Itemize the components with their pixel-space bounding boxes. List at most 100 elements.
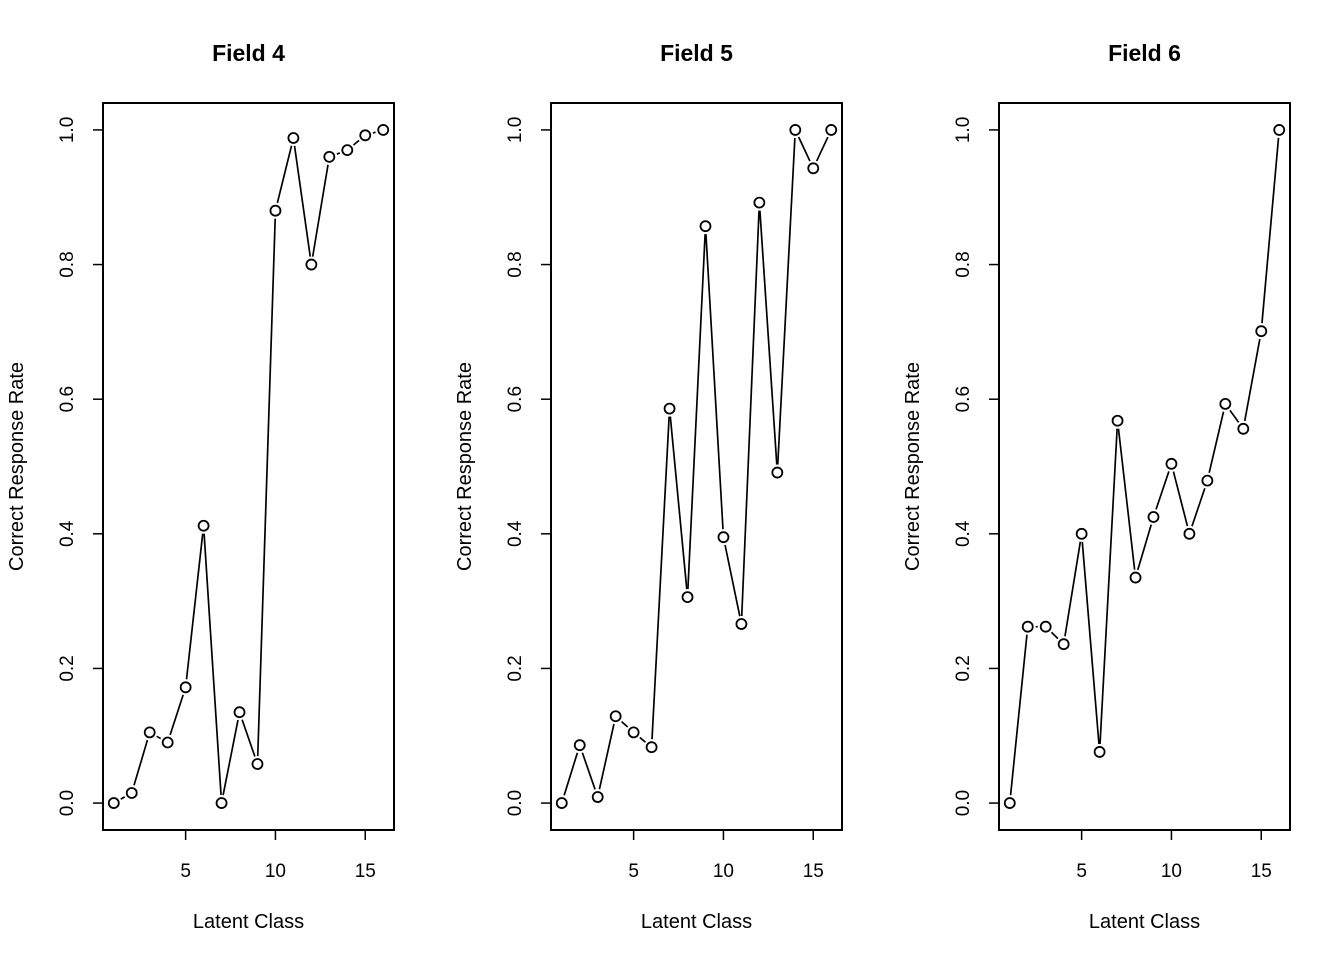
plot-frame bbox=[102, 102, 395, 831]
series-line-segment bbox=[276, 145, 293, 204]
plot-frame bbox=[998, 102, 1291, 831]
data-point bbox=[699, 220, 712, 233]
series-line-segment bbox=[256, 218, 277, 757]
data-point bbox=[807, 162, 820, 175]
series-line-segment bbox=[336, 152, 341, 155]
data-point bbox=[573, 739, 586, 752]
data-point bbox=[161, 736, 174, 749]
series-line-segment bbox=[581, 752, 596, 790]
data-point bbox=[717, 531, 730, 544]
series-line-segment bbox=[1229, 409, 1240, 423]
series-line-segment bbox=[1099, 428, 1118, 744]
x-tick-label: 15 bbox=[803, 861, 824, 882]
x-tick-label: 10 bbox=[1161, 861, 1182, 882]
series-line-segment bbox=[1117, 428, 1136, 570]
y-tick-label: 1.0 bbox=[953, 117, 974, 143]
data-point bbox=[1057, 638, 1070, 651]
series-line-segment bbox=[185, 533, 204, 680]
data-point bbox=[789, 124, 802, 136]
series-line-segment bbox=[815, 136, 829, 162]
data-point bbox=[825, 124, 838, 136]
series-line-segment bbox=[352, 139, 360, 146]
series-line-segment bbox=[651, 416, 670, 740]
y-tick-label: 0.8 bbox=[953, 251, 974, 277]
series-line-segment bbox=[1009, 634, 1028, 796]
series-line-segment bbox=[740, 210, 760, 617]
data-point bbox=[143, 726, 156, 739]
data-point bbox=[215, 797, 228, 809]
data-point bbox=[377, 124, 390, 136]
series-line-segment bbox=[311, 164, 329, 257]
data-point bbox=[1129, 571, 1142, 584]
data-point bbox=[341, 144, 354, 157]
series-line-segment bbox=[1064, 541, 1082, 637]
x-tick-label: 15 bbox=[355, 861, 376, 882]
series-line-segment bbox=[1172, 471, 1189, 527]
panel-title: Field 6 bbox=[1108, 40, 1181, 66]
y-tick-label: 0.8 bbox=[505, 251, 526, 277]
data-point bbox=[197, 519, 210, 532]
x-tick-label: 10 bbox=[265, 861, 286, 882]
panel-title: Field 4 bbox=[212, 40, 285, 66]
data-point bbox=[1237, 422, 1250, 435]
y-tick-label: 0.2 bbox=[505, 655, 526, 681]
series-line-segment bbox=[1261, 137, 1280, 324]
data-point bbox=[627, 726, 640, 739]
data-point bbox=[681, 591, 694, 603]
data-point bbox=[1003, 797, 1016, 809]
series-line-segment bbox=[1081, 541, 1100, 745]
data-point bbox=[1039, 620, 1052, 633]
y-tick-label: 1.0 bbox=[57, 117, 78, 143]
x-tick-label: 5 bbox=[1076, 861, 1087, 882]
y-tick-label: 0.2 bbox=[953, 655, 974, 681]
data-point bbox=[179, 681, 192, 694]
x-axis-label: Latent Class bbox=[1089, 911, 1200, 933]
data-point bbox=[323, 150, 336, 163]
series-line-segment bbox=[203, 533, 222, 796]
y-tick-label: 0.4 bbox=[505, 520, 526, 547]
x-tick-label: 10 bbox=[713, 861, 734, 882]
data-point bbox=[609, 710, 622, 723]
data-point bbox=[233, 706, 246, 719]
series-line-segment bbox=[293, 145, 312, 257]
data-point bbox=[287, 132, 300, 144]
data-point bbox=[1201, 474, 1214, 487]
y-axis-label: Correct Response Rate bbox=[902, 362, 924, 571]
series-line-segment bbox=[759, 210, 778, 465]
data-point bbox=[269, 204, 282, 217]
data-point bbox=[1075, 527, 1088, 540]
series-line-segment bbox=[687, 234, 706, 590]
series-line-segment bbox=[563, 752, 579, 796]
panel-title: Field 5 bbox=[660, 40, 733, 66]
data-point bbox=[1219, 397, 1232, 410]
data-point bbox=[1093, 746, 1106, 758]
x-axis-label: Latent Class bbox=[193, 911, 304, 933]
data-point bbox=[1273, 124, 1286, 136]
x-tick-label: 5 bbox=[180, 861, 191, 882]
series-line-segment bbox=[669, 416, 688, 590]
series-line-segment bbox=[1243, 338, 1261, 422]
data-point bbox=[591, 791, 604, 803]
y-tick-label: 0.0 bbox=[505, 790, 526, 816]
y-tick-label: 0.0 bbox=[953, 790, 974, 816]
data-point bbox=[753, 196, 766, 209]
series-line-segment bbox=[169, 694, 184, 736]
series-line-segment bbox=[1050, 631, 1059, 640]
series-line-segment bbox=[639, 736, 646, 743]
data-point bbox=[1255, 325, 1268, 338]
y-tick-label: 0.8 bbox=[57, 251, 78, 277]
data-point bbox=[305, 258, 318, 271]
data-point bbox=[107, 797, 120, 809]
y-tick-label: 0.6 bbox=[505, 386, 526, 412]
series-line-segment bbox=[156, 735, 162, 740]
data-point bbox=[251, 758, 264, 770]
y-tick-label: 0.6 bbox=[57, 386, 78, 412]
plot-frame bbox=[550, 102, 843, 831]
series-line-segment bbox=[133, 739, 149, 786]
data-point bbox=[1165, 457, 1178, 470]
series-line-segment bbox=[222, 719, 239, 796]
series-line-segment bbox=[241, 719, 256, 757]
x-tick-label: 15 bbox=[1251, 861, 1272, 882]
data-point bbox=[1021, 620, 1034, 633]
